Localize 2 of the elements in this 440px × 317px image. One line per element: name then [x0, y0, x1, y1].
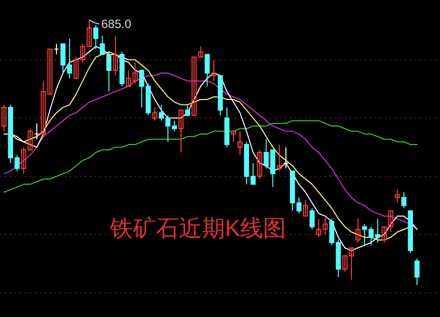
annotation: 685.0 [101, 17, 132, 31]
text: 铁矿石近期K线图 [108, 215, 286, 242]
